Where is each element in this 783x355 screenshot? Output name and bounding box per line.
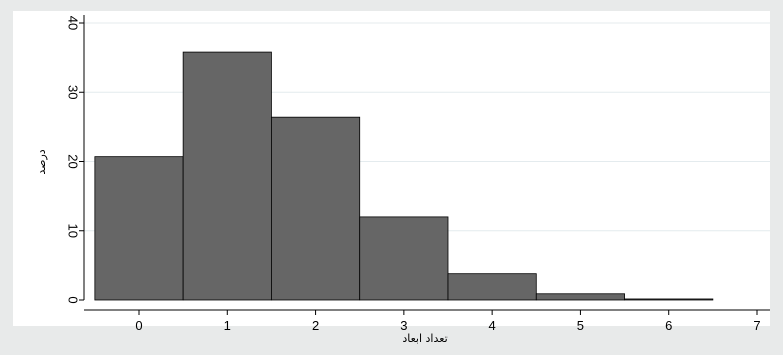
tick-labels: 0 10 20 30 40 0 1 2 3 4 5 6 7 bbox=[66, 16, 761, 333]
bar-2 bbox=[271, 116, 361, 301]
x-tick-label-5: 5 bbox=[577, 318, 584, 333]
bar-1 bbox=[182, 51, 272, 301]
x-tick-label-2: 2 bbox=[312, 318, 319, 333]
x-tick-label-0: 0 bbox=[135, 318, 142, 333]
y-tick-label-10: 10 bbox=[66, 224, 81, 238]
bar-5 bbox=[535, 293, 625, 301]
y-tick-label-40: 40 bbox=[66, 16, 81, 30]
x-tick-label-4: 4 bbox=[489, 318, 496, 333]
x-tick-label-6: 6 bbox=[665, 318, 672, 333]
y-tick-label-30: 30 bbox=[66, 85, 81, 99]
y-tick-label-0: 0 bbox=[66, 296, 81, 303]
bar-0 bbox=[94, 156, 184, 301]
bar-4 bbox=[447, 273, 537, 301]
bar-3 bbox=[359, 216, 449, 301]
x-tick-label-1: 1 bbox=[224, 318, 231, 333]
x-tick-label-7: 7 bbox=[753, 318, 760, 333]
bar-6 bbox=[624, 298, 714, 301]
x-tick-label-3: 3 bbox=[400, 318, 407, 333]
x-axis-title: تعداد ابعاد bbox=[402, 332, 447, 345]
y-axis-title: درصد bbox=[35, 149, 48, 174]
axes bbox=[79, 15, 770, 315]
bars bbox=[94, 51, 714, 301]
y-tick-label-20: 20 bbox=[66, 154, 81, 168]
